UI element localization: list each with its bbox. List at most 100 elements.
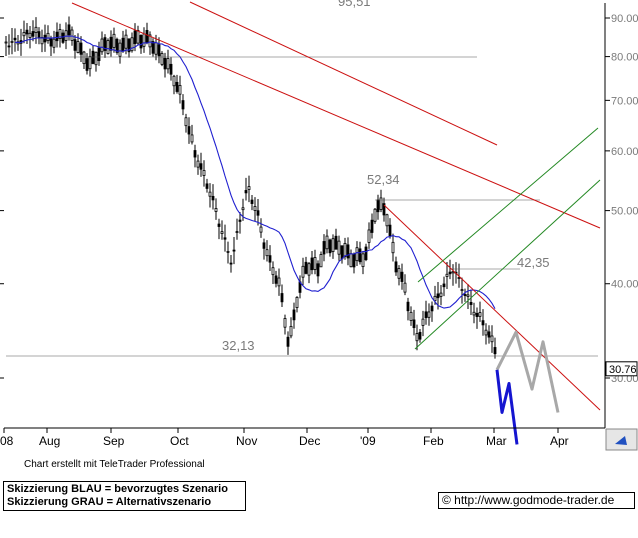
price-candle <box>151 41 155 54</box>
price-candle <box>265 249 269 257</box>
scroll-button[interactable] <box>605 428 638 451</box>
price-candle <box>310 257 314 271</box>
x-tick-label: Apr <box>550 434 569 448</box>
x-tick-label: Sep <box>103 434 125 448</box>
price-candle <box>409 311 413 321</box>
price-candle <box>424 311 428 319</box>
price-candle <box>103 37 107 51</box>
price-candle <box>46 32 50 41</box>
scenario-legend-box: Skizzierung BLAU = bevorzugtes Szenario … <box>3 481 246 511</box>
price-candle <box>349 253 353 268</box>
price-candle <box>337 240 341 255</box>
price-candle <box>172 75 176 87</box>
y-tick-label: 70.00 <box>611 95 638 107</box>
price-candle <box>70 29 74 41</box>
price-candle <box>427 311 431 318</box>
price-candle <box>235 231 239 233</box>
y-tick-label: 50.00 <box>611 206 638 218</box>
price-candle <box>373 208 377 222</box>
price-annotation: 95,51 <box>338 0 371 9</box>
price-candle <box>283 318 287 328</box>
price-candle <box>286 336 290 347</box>
price-candle <box>112 33 116 48</box>
price-candle <box>52 38 56 48</box>
x-tick-label: Aug <box>39 434 60 448</box>
price-candle <box>211 195 215 201</box>
price-candle <box>229 262 233 265</box>
copyright-link[interactable]: © http://www.godmode-trader.de <box>442 493 615 507</box>
price-candle <box>190 134 194 143</box>
price-candle <box>49 37 53 47</box>
price-candle <box>175 81 179 92</box>
price-candle <box>478 312 482 317</box>
price-candle <box>280 293 284 303</box>
price-candle <box>202 170 206 176</box>
price-candle <box>433 295 437 302</box>
x-tick-label: Feb <box>423 434 444 448</box>
price-candle <box>91 50 95 64</box>
price-candle <box>22 32 26 37</box>
price-candle <box>256 210 260 216</box>
price-candle <box>181 100 185 110</box>
scenario-blue-line <box>495 369 519 445</box>
price-candle <box>415 333 419 342</box>
price-candle <box>226 251 230 253</box>
price-candle <box>118 42 122 57</box>
price-candle <box>169 63 173 75</box>
price-candle <box>325 235 329 250</box>
price-candle <box>301 265 305 278</box>
price-candle <box>484 329 488 336</box>
price-candle <box>88 56 92 70</box>
price-candle <box>31 31 35 37</box>
price-candle <box>250 199 254 204</box>
price-candle <box>115 38 119 53</box>
price-candle <box>262 242 266 249</box>
price-candle <box>355 247 359 262</box>
price-candle <box>457 277 461 279</box>
price-candle <box>328 239 332 254</box>
price-candle <box>346 244 350 259</box>
price-candle <box>127 38 131 53</box>
price-candle <box>109 36 113 51</box>
price-candle <box>436 293 440 299</box>
price-candle <box>10 41 14 43</box>
price-candle <box>37 31 41 38</box>
x-tick-label: 08 <box>0 434 14 448</box>
price-candle <box>451 271 455 274</box>
price-candle <box>241 207 245 211</box>
price-candle <box>196 160 200 168</box>
price-candle <box>205 183 209 189</box>
price-series-group <box>4 16 497 359</box>
legend-grey-text: Skizzierung GRAU = Alternativszenario <box>7 496 212 508</box>
price-candle <box>277 277 281 287</box>
price-candle <box>358 248 362 263</box>
price-candle <box>238 219 242 222</box>
price-candle <box>130 37 134 52</box>
price-candle <box>160 53 164 65</box>
price-candle <box>487 331 491 338</box>
moving-average-line <box>14 35 496 309</box>
price-candle <box>316 263 320 277</box>
price-candle <box>391 241 395 254</box>
price-candle <box>382 203 386 216</box>
price-candle <box>385 214 389 227</box>
price-candle <box>352 253 356 268</box>
price-candle <box>448 271 452 275</box>
price-candle <box>364 246 368 261</box>
price-candle <box>463 294 467 296</box>
price-candle <box>139 35 143 49</box>
price-candle <box>412 319 416 329</box>
price-candle <box>58 29 62 39</box>
price-candle <box>340 245 344 260</box>
price-candle <box>289 325 293 337</box>
price-annotation: 42,35 <box>517 255 550 270</box>
price-candle <box>193 150 197 158</box>
price-candle <box>334 235 338 250</box>
price-candle <box>388 224 392 237</box>
y-tick-label: 90.00 <box>611 13 638 25</box>
price-candle <box>67 24 71 36</box>
last-price-label: 30.76 <box>609 364 637 376</box>
price-candle <box>199 163 203 170</box>
price-candle <box>244 190 248 194</box>
price-candle <box>163 57 167 70</box>
